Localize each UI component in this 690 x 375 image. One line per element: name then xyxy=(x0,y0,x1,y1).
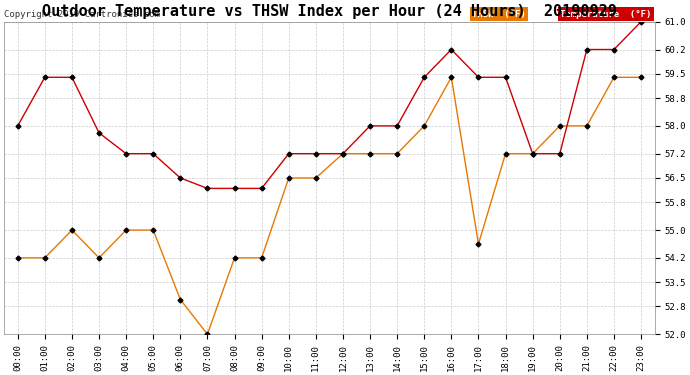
Text: Temperature  (°F): Temperature (°F) xyxy=(560,10,651,19)
Title: Outdoor Temperature vs THSW Index per Hour (24 Hours)  20190929: Outdoor Temperature vs THSW Index per Ho… xyxy=(42,4,617,19)
Text: THSW  (°F): THSW (°F) xyxy=(473,10,526,19)
Text: Copyright 2019 Cartronics.com: Copyright 2019 Cartronics.com xyxy=(4,10,160,19)
